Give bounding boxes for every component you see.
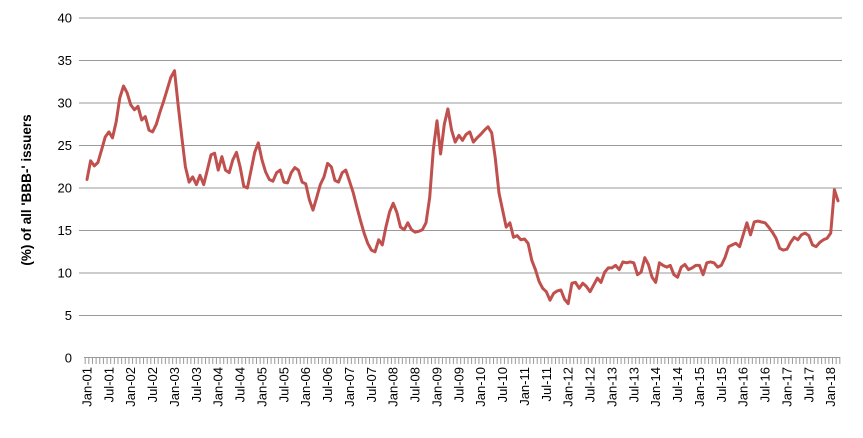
x-tick-label: Jan-05 bbox=[254, 367, 269, 407]
x-tick-label: Jan-01 bbox=[80, 367, 95, 407]
x-tick-label: Jul-07 bbox=[364, 367, 379, 402]
y-tick-label: 10 bbox=[58, 266, 72, 281]
x-tick-label: Jul-05 bbox=[276, 367, 291, 402]
x-axis-tick-labels: Jan-01 Jul-01 Jan-02 Jul-02 Jan-03 Jul-03 Jan-… bbox=[80, 367, 839, 407]
x-tick-label: Jul-15 bbox=[714, 367, 729, 402]
x-tick-label: Jan-15 bbox=[692, 367, 707, 407]
y-tick-label: 30 bbox=[58, 96, 72, 111]
x-tick-label: Jul-03 bbox=[189, 367, 204, 402]
y-tick-label: 25 bbox=[58, 138, 72, 153]
x-tick-label: Jan-18 bbox=[823, 367, 838, 407]
x-tick-label: Jul-08 bbox=[408, 367, 423, 402]
y-axis-tick-labels: 0 5 10 15 20 25 30 35 40 bbox=[58, 11, 72, 366]
y-tick-label: 5 bbox=[65, 308, 72, 323]
x-tick-label: Jul-06 bbox=[320, 367, 335, 402]
x-tick-label: Jul-12 bbox=[583, 367, 598, 402]
data-series-line bbox=[85, 69, 840, 306]
x-tick-label: Jan-07 bbox=[342, 367, 357, 407]
x-tick-label: Jan-06 bbox=[298, 367, 313, 407]
x-tick-label: Jan-16 bbox=[736, 367, 751, 407]
x-tick-label: Jul-09 bbox=[451, 367, 466, 402]
x-tick-label: Jan-12 bbox=[561, 367, 576, 407]
x-tick-label: Jul-11 bbox=[539, 367, 554, 401]
x-tick-label: Jul-04 bbox=[233, 367, 248, 402]
x-tick-label: Jan-09 bbox=[429, 367, 444, 407]
x-tick-label: Jan-04 bbox=[211, 367, 226, 407]
x-tick-label: Jan-17 bbox=[779, 367, 794, 407]
y-axis-title: (%) of all 'BBB-' issuers bbox=[19, 114, 34, 265]
x-tick-label: Jul-13 bbox=[626, 367, 641, 402]
y-tick-label: 40 bbox=[58, 11, 72, 26]
x-tick-label: Jul-02 bbox=[145, 367, 160, 402]
x-tick-label: Jan-10 bbox=[473, 367, 488, 407]
x-tick-label: Jan-11 bbox=[517, 367, 532, 406]
x-tick-label: Jan-08 bbox=[386, 367, 401, 407]
x-tick-label: Jul-16 bbox=[758, 367, 773, 402]
x-tick-label: Jan-03 bbox=[167, 367, 182, 407]
gridlines bbox=[79, 17, 842, 358]
y-tick-label: 0 bbox=[65, 351, 72, 366]
x-tick-label: Jan-14 bbox=[648, 367, 663, 407]
x-tick-label: Jan-02 bbox=[123, 367, 138, 407]
y-tick-label: 15 bbox=[58, 223, 72, 238]
y-tick-label: 35 bbox=[58, 53, 72, 68]
x-tick-label: Jan-13 bbox=[604, 367, 619, 407]
x-axis-ticks bbox=[84, 357, 841, 364]
x-tick-label: Jul-14 bbox=[670, 367, 685, 402]
y-tick-label: 20 bbox=[58, 181, 72, 196]
x-tick-label: Jul-01 bbox=[101, 367, 116, 402]
x-tick-label: Jul-17 bbox=[801, 367, 816, 402]
x-tick-label: Jul-10 bbox=[495, 367, 510, 402]
